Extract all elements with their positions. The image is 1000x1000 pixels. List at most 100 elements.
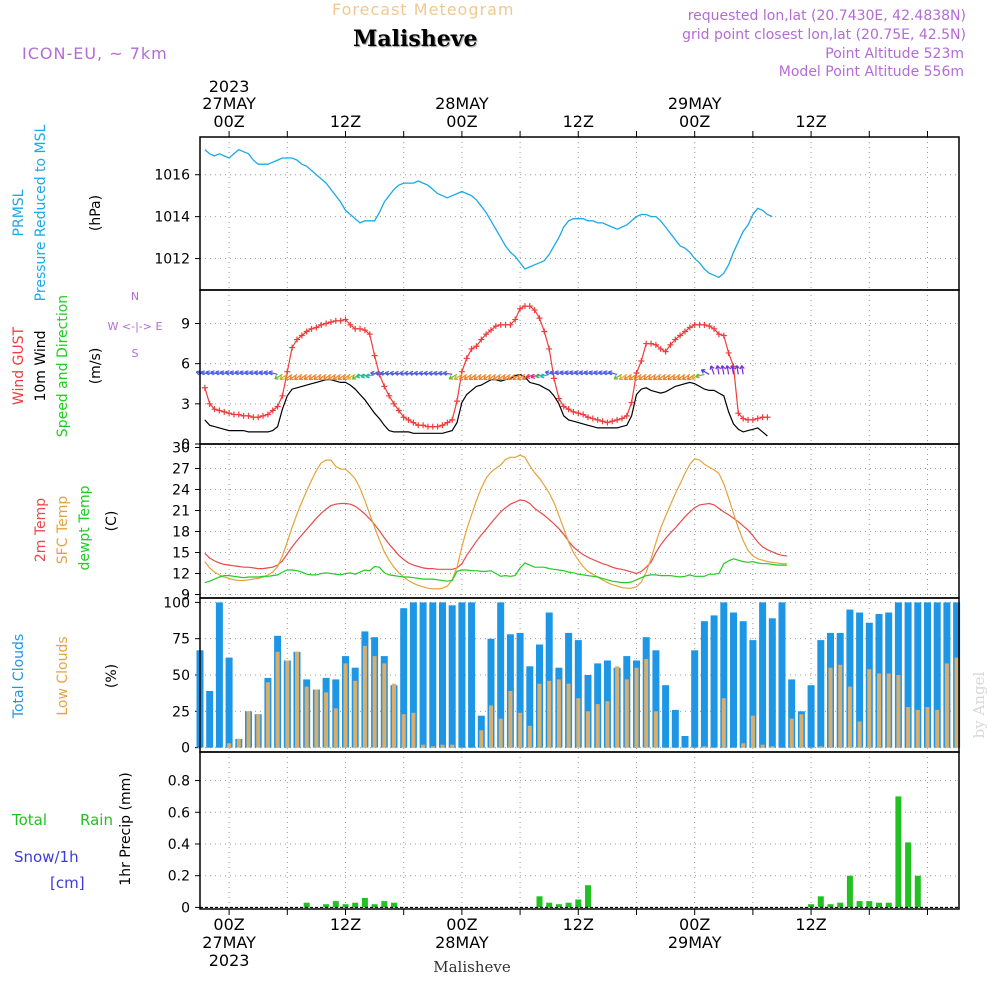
low-cloud-bar [935, 709, 940, 748]
gust-marker [764, 414, 771, 421]
low-cloud-bar [314, 689, 319, 748]
gust-marker [526, 303, 533, 310]
gust-marker [589, 415, 596, 422]
low-cloud-bar [886, 673, 891, 748]
low-cloud-bar [954, 657, 959, 748]
gust-marker [638, 357, 645, 364]
gust-marker [648, 340, 655, 347]
low-cloud-bar [527, 725, 532, 748]
wind-direction-arrow [672, 373, 681, 381]
gust-marker [512, 316, 519, 323]
low-cloud-bar [906, 707, 911, 748]
model-point-altitude: Model Point Altitude 556m [778, 64, 964, 80]
total-cloud-bar [778, 602, 786, 748]
wind-direction-arrow [293, 373, 303, 381]
wind-direction-arrow [677, 373, 686, 381]
rain-bar [837, 902, 844, 908]
low-cloud-bar [653, 711, 658, 748]
y-tick-label: 0 [181, 741, 190, 757]
y-tick-label: 21 [172, 504, 190, 520]
low-cloud-bar [246, 711, 251, 748]
y-tick-label: 30 [172, 441, 190, 457]
gust-marker [555, 395, 562, 402]
clouds-unit-label: (%) [104, 664, 120, 688]
low-cloud-bar [692, 747, 697, 749]
gust-marker [255, 414, 262, 421]
low-cloud-bar [421, 744, 426, 748]
total-cloud-bar [215, 602, 223, 748]
wind-direction-arrow [720, 365, 726, 375]
rain-bar [808, 904, 815, 908]
gust-marker [327, 319, 334, 326]
wind-direction-arrow [453, 373, 463, 381]
low-cloud-bar [944, 663, 949, 748]
gust-marker [594, 416, 601, 423]
low-cloud-bar [459, 747, 464, 749]
gust-marker [468, 345, 475, 352]
y-tick-label: 3 [181, 397, 190, 413]
gust-marker [439, 422, 446, 429]
gust-marker [580, 411, 587, 418]
prmsl-label: PRMSL [11, 189, 27, 236]
wind-direction-arrow [502, 373, 511, 381]
low-cloud-bar [411, 712, 416, 748]
wind-direction-arrow [458, 373, 468, 381]
footer-location: Malisheve [433, 958, 511, 976]
wind-direction-arrow [647, 373, 657, 381]
wind-direction-arrow [289, 373, 298, 381]
low-cloud-bar [838, 664, 843, 748]
low-cloud-bar [624, 679, 629, 748]
gust-marker [434, 423, 441, 430]
wind-direction-arrow [468, 373, 477, 381]
rain-bar [565, 902, 572, 908]
total-cloud-bar [206, 691, 214, 748]
low-clouds-label: Low Clouds [55, 636, 71, 715]
low-cloud-bar [586, 711, 590, 748]
total-cloud-bar [914, 602, 922, 748]
y-tick-label: 0 [181, 900, 190, 916]
y-tick-label: 9 [181, 588, 190, 604]
rain-bar [876, 902, 882, 908]
rain-bar [361, 897, 368, 908]
gust-marker [749, 416, 756, 423]
wind-direction-arrow [332, 373, 341, 381]
gust-marker [279, 392, 286, 399]
gust-marker [463, 355, 470, 362]
rain-bar [846, 875, 853, 908]
total-cloud-bar [225, 657, 233, 748]
top-hour-label: 00Z [679, 112, 710, 131]
gust-marker [444, 419, 451, 426]
low-cloud-bar [867, 669, 872, 748]
rain-label: Rain [80, 811, 113, 829]
low-cloud-bar [789, 718, 794, 748]
gust-marker [681, 328, 688, 335]
y-tick-label: 75 [172, 632, 190, 648]
low-cloud-bar [925, 707, 930, 748]
gust-marker [226, 410, 233, 417]
low-cloud-bar [440, 744, 445, 748]
wind-direction-arrow [681, 373, 691, 381]
low-cloud-bar [731, 747, 736, 749]
pressure-reduced-label: Pressure Reduced to MSL [33, 124, 49, 301]
gust-marker [754, 415, 761, 422]
low-cloud-bar [896, 675, 901, 748]
low-cloud-bar [333, 708, 338, 748]
wind-direction-arrow [507, 373, 516, 381]
low-cloud-bar [489, 705, 493, 748]
rain-bar [555, 904, 562, 908]
temp-unit-label: (C) [104, 511, 120, 532]
rain-bar [381, 901, 388, 908]
low-cloud-bar [547, 680, 552, 748]
bottom-date-label: 29MAY [668, 933, 722, 952]
wind-direction-arrow [667, 373, 676, 381]
total-cloud-bar [516, 632, 524, 748]
requested-coords: requested lon,lat (20.7430E, 42.4838N) [687, 8, 966, 24]
low-cloud-bar [683, 747, 687, 749]
gust-marker [531, 307, 538, 314]
low-cloud-bar [227, 743, 232, 748]
total-cloud-bar [720, 602, 728, 748]
gust-marker [652, 341, 659, 348]
wind-speed-direction-label: Speed and Direction [55, 295, 71, 437]
low-cloud-bar [353, 680, 358, 748]
